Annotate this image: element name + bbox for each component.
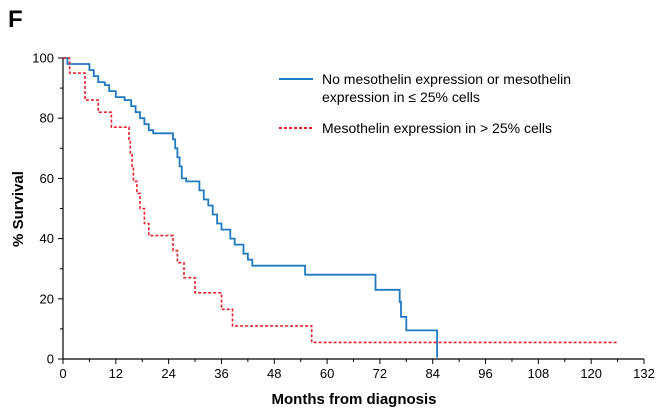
panel-label: F: [8, 6, 23, 33]
x-tick-label: 36: [214, 366, 228, 381]
series-line-low-expression: [63, 57, 438, 358]
legend-label-line: Mesothelin expression in > 25% cells: [322, 120, 552, 136]
x-axis-ticks: 0 12 24 36 48 60 72 84 96 108 120 132: [59, 359, 655, 381]
x-tick-label: 24: [161, 366, 175, 381]
legend-label-line: expression in ≤ 25% cells: [322, 89, 480, 105]
x-tick-label: 0: [59, 366, 66, 381]
y-axis-label: % Survival: [10, 171, 27, 247]
x-axis-label: Months from diagnosis: [272, 391, 437, 408]
legend-label-line: No mesothelin expression or mesothelin: [322, 71, 571, 87]
y-tick-label: 60: [40, 171, 54, 186]
y-tick-label: 20: [40, 291, 54, 306]
survival-curves: [63, 57, 618, 358]
x-tick-label: 48: [267, 366, 281, 381]
x-tick-label: 12: [109, 366, 123, 381]
legend-label: Mesothelin expression in > 25% cells: [322, 120, 552, 136]
x-tick-label: 84: [425, 366, 439, 381]
x-tick-label: 72: [373, 366, 387, 381]
x-tick-label: 108: [528, 366, 550, 381]
x-tick-label: 132: [633, 366, 655, 381]
x-tick-label: 60: [320, 366, 334, 381]
y-axis-ticks: 0 20 40 60 80 100: [32, 51, 63, 367]
y-tick-label: 80: [40, 111, 54, 126]
legend-label: No mesothelin expression or mesothelin ex…: [322, 71, 571, 105]
x-tick-label: 96: [478, 366, 492, 381]
y-tick-label: 40: [40, 231, 54, 246]
y-tick-label: 0: [47, 352, 54, 367]
series-line-high-expression: [63, 57, 618, 344]
legend: No mesothelin expression or mesothelin ex…: [279, 71, 571, 136]
y-tick-label: 100: [32, 51, 54, 66]
x-tick-label: 120: [580, 366, 602, 381]
